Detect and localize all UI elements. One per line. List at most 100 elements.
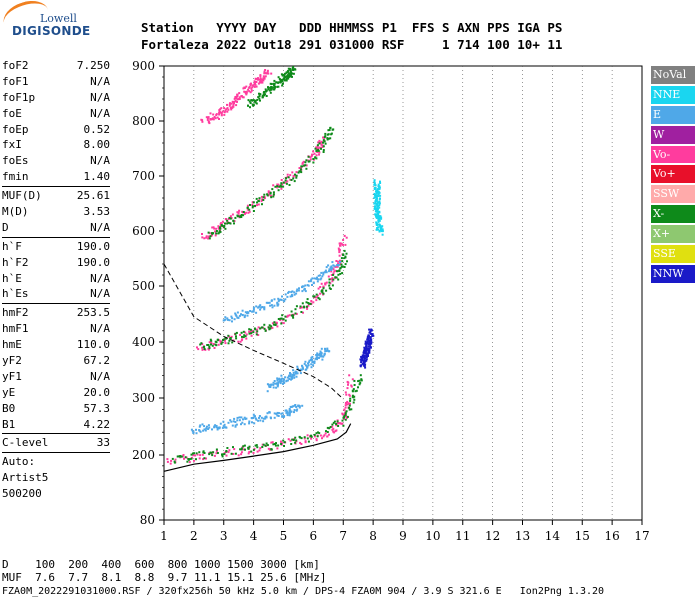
data-point — [331, 128, 334, 131]
data-point — [326, 347, 329, 350]
data-point — [235, 335, 237, 338]
data-point — [325, 266, 328, 269]
data-point — [313, 362, 316, 364]
data-point — [292, 174, 295, 177]
data-point — [264, 329, 267, 332]
data-point — [372, 334, 375, 337]
data-point — [300, 369, 303, 371]
data-point — [376, 191, 378, 194]
footer-file-info: FZA0M_2022291031000.RSF / 320fx256h 50 k… — [2, 586, 605, 597]
data-point — [284, 293, 287, 296]
data-point — [376, 227, 379, 229]
data-point — [265, 301, 268, 304]
data-point — [248, 328, 251, 331]
data-point — [225, 108, 228, 111]
data-point — [314, 147, 317, 150]
data-point — [289, 73, 292, 76]
data-point — [365, 344, 368, 346]
data-point — [220, 111, 222, 114]
data-point — [275, 412, 278, 415]
data-point — [367, 342, 370, 345]
data-point — [322, 141, 324, 144]
data-point — [216, 338, 219, 341]
data-point — [322, 292, 325, 295]
data-point — [224, 222, 226, 225]
data-point — [259, 77, 262, 80]
data-point — [320, 353, 323, 356]
data-point — [272, 383, 275, 386]
data-point — [218, 339, 221, 342]
data-point — [298, 167, 301, 169]
data-point — [211, 344, 214, 347]
data-point — [233, 417, 236, 420]
data-point — [240, 331, 243, 334]
data-point — [224, 339, 226, 342]
data-point — [377, 188, 380, 191]
data-point — [240, 448, 243, 451]
data-point — [289, 69, 292, 72]
data-point — [289, 174, 292, 177]
data-point — [285, 71, 288, 74]
data-point — [243, 423, 246, 426]
data-point — [317, 147, 319, 150]
data-point — [242, 336, 245, 339]
data-point — [309, 434, 312, 437]
data-point — [208, 453, 211, 456]
param-name: foEp — [2, 122, 29, 136]
data-point — [294, 68, 297, 71]
data-point — [374, 205, 377, 208]
data-point — [304, 290, 307, 293]
data-point — [171, 457, 174, 460]
data-point — [279, 298, 282, 301]
data-point — [227, 108, 230, 111]
data-point — [376, 209, 379, 212]
data-point — [222, 339, 225, 341]
data-point — [265, 442, 268, 445]
data-point — [249, 106, 251, 109]
data-point — [266, 383, 269, 386]
data-point — [255, 77, 258, 80]
data-point — [235, 337, 238, 340]
data-point — [264, 72, 267, 75]
data-point — [201, 119, 204, 122]
data-point — [283, 74, 286, 77]
data-point — [353, 398, 356, 401]
y-tick-label: 300 — [132, 391, 155, 405]
data-point — [248, 422, 251, 425]
param-row: yF2 67.2 — [2, 353, 110, 369]
data-point — [184, 456, 187, 459]
data-point — [250, 417, 253, 419]
data-point — [318, 153, 320, 156]
data-point — [254, 417, 257, 420]
data-point — [363, 354, 366, 357]
data-point — [254, 83, 257, 86]
data-point — [201, 346, 204, 349]
data-point — [268, 448, 271, 451]
data-point — [207, 347, 210, 350]
data-point — [215, 232, 218, 235]
data-point — [205, 457, 207, 460]
data-point — [336, 270, 338, 273]
data-point — [314, 296, 317, 299]
data-point — [253, 415, 256, 418]
data-point — [248, 208, 251, 211]
data-point — [236, 419, 239, 422]
data-point — [260, 78, 263, 81]
data-point — [283, 76, 286, 79]
data-point — [326, 133, 329, 136]
data-point — [345, 393, 348, 396]
data-point — [251, 421, 253, 424]
data-point — [236, 311, 239, 314]
legend-item-x-: X- — [651, 205, 695, 224]
data-point — [361, 358, 364, 361]
data-point — [332, 427, 335, 430]
data-point — [369, 337, 372, 340]
data-point — [255, 197, 258, 200]
data-point — [341, 419, 344, 422]
data-point — [370, 329, 373, 332]
data-point — [377, 210, 379, 213]
data-point — [338, 269, 341, 272]
data-point — [344, 263, 347, 266]
data-point — [198, 451, 201, 454]
data-point — [263, 308, 266, 311]
